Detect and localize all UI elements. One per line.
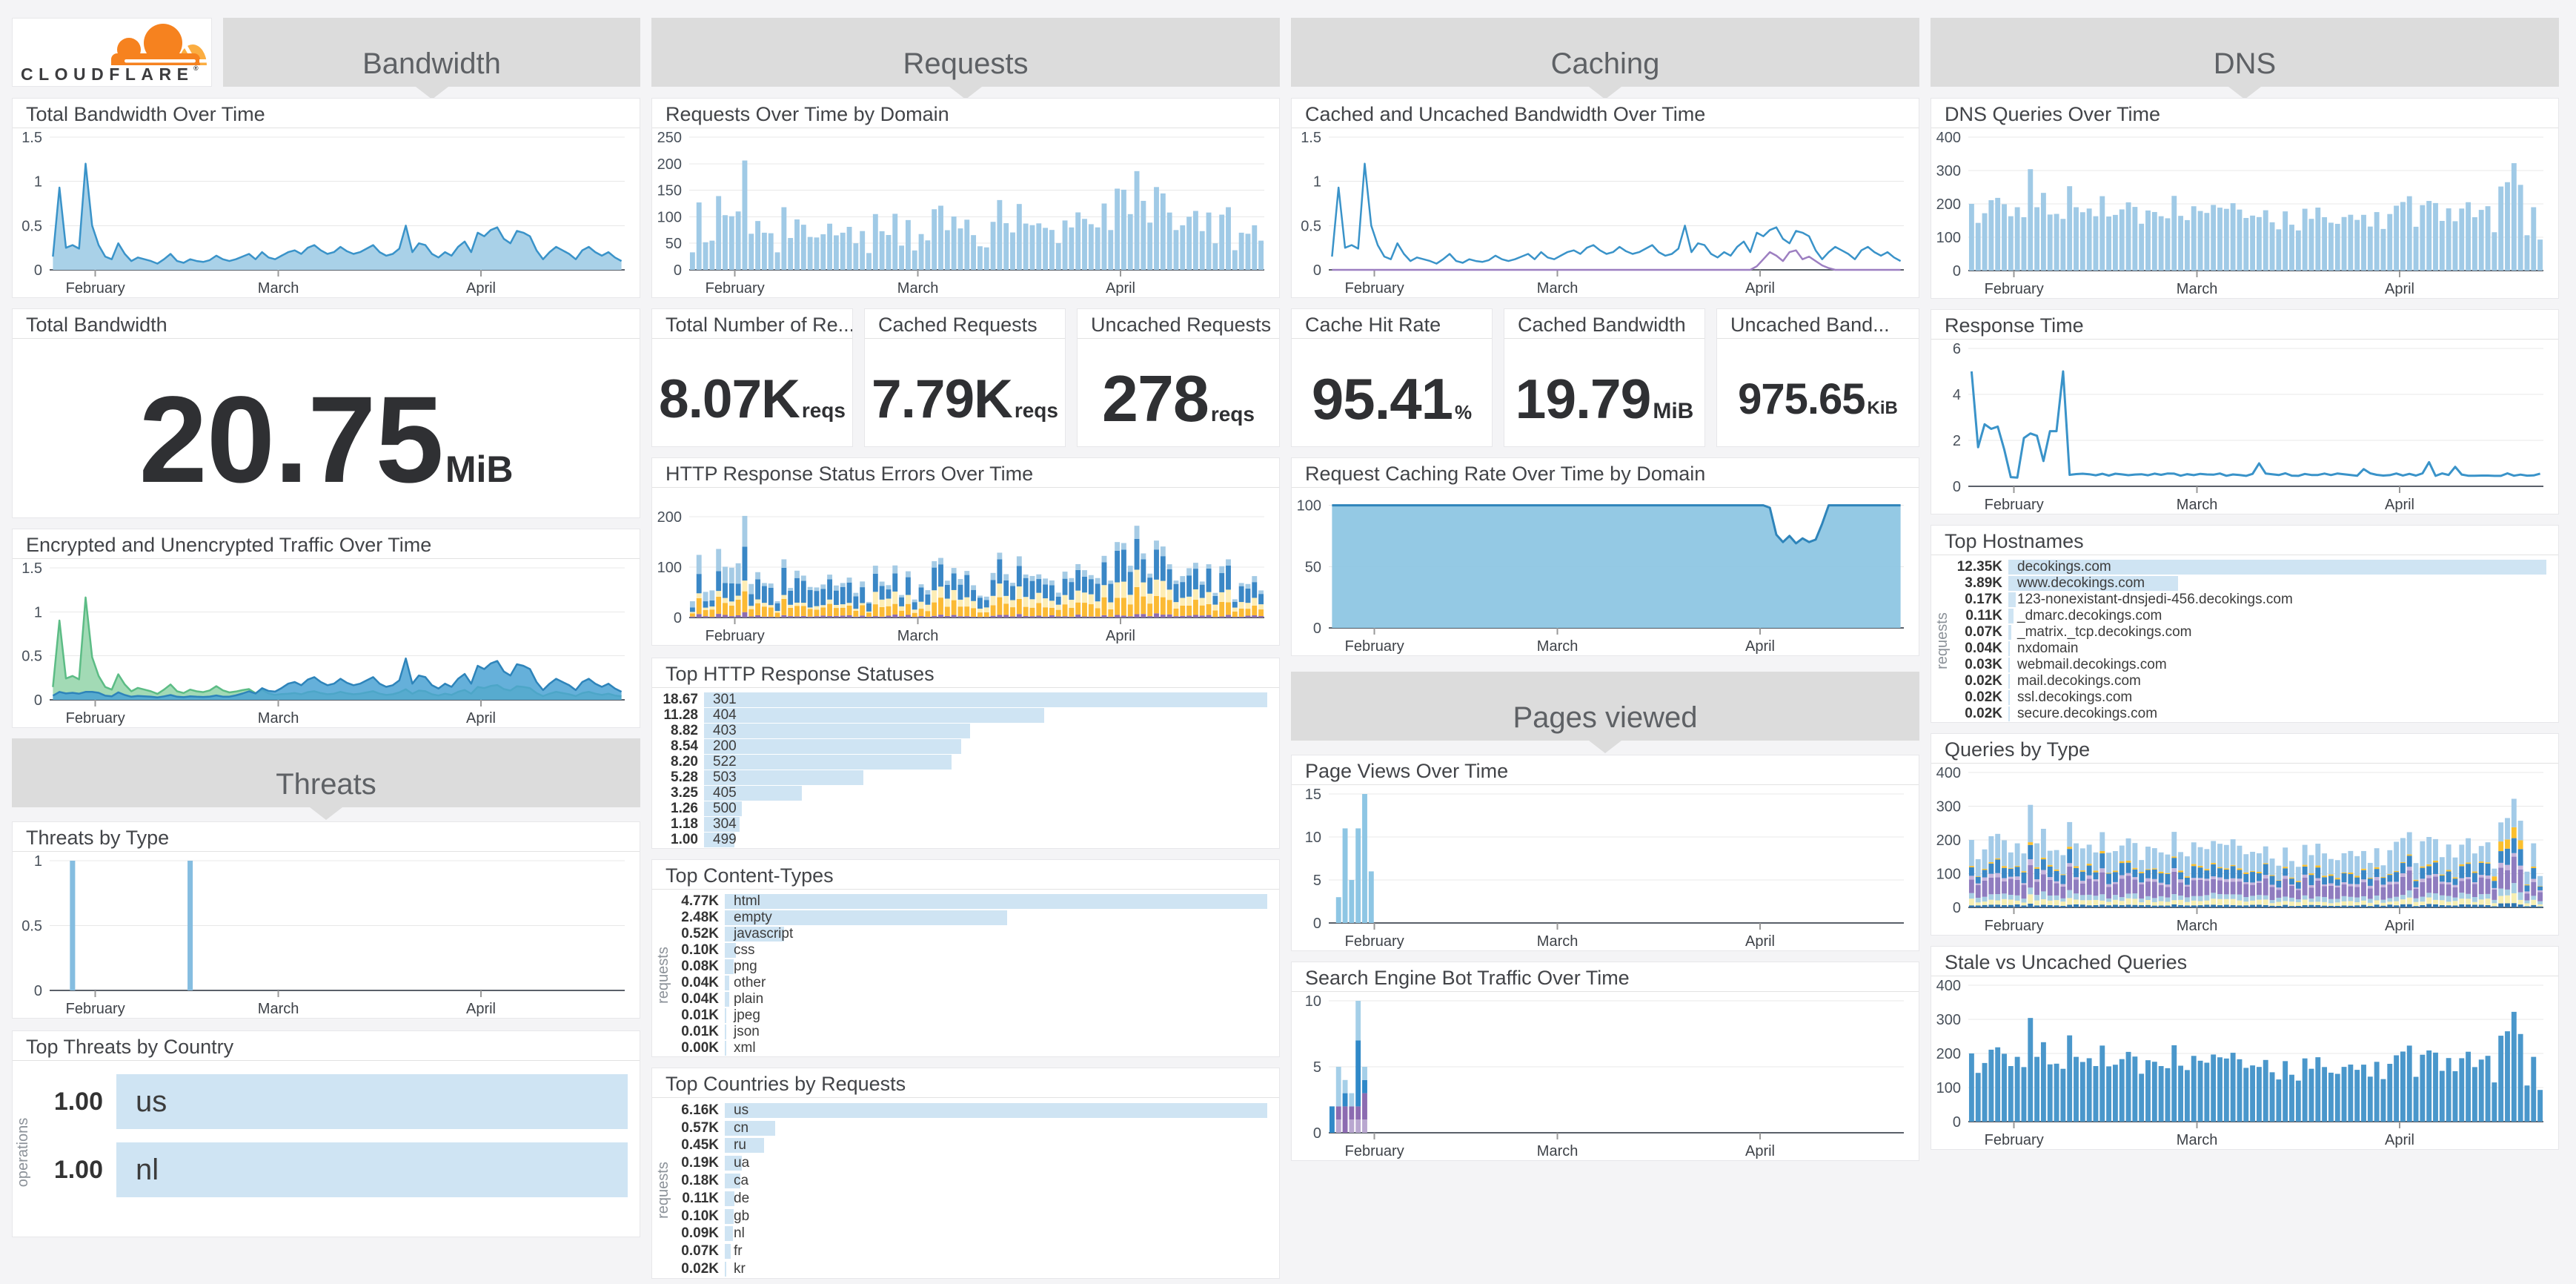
svg-text:6: 6 — [1953, 341, 1961, 357]
svg-text:0.5: 0.5 — [21, 218, 42, 234]
svg-text:0: 0 — [1953, 263, 1961, 279]
svg-text:March: March — [2177, 281, 2218, 297]
svg-text:50: 50 — [1305, 559, 1321, 575]
svg-text:400: 400 — [1936, 130, 1961, 146]
svg-text:March: March — [2177, 918, 2218, 934]
svg-text:April: April — [2385, 918, 2414, 934]
svg-text:100: 100 — [1297, 498, 1321, 514]
svg-text:150: 150 — [657, 183, 682, 199]
svg-text:0: 0 — [1313, 916, 1321, 932]
svg-text:100: 100 — [1936, 867, 1961, 883]
svg-text:300: 300 — [1936, 799, 1961, 815]
svg-text:February: February — [1345, 638, 1404, 655]
svg-text:10: 10 — [1305, 993, 1321, 1010]
svg-text:0: 0 — [1313, 262, 1321, 279]
svg-text:100: 100 — [1936, 230, 1961, 246]
svg-text:250: 250 — [657, 130, 682, 146]
svg-text:200: 200 — [657, 509, 682, 526]
svg-text:0: 0 — [674, 610, 682, 626]
svg-text:CLOUDFLARE: CLOUDFLARE — [21, 64, 193, 84]
svg-text:1: 1 — [34, 853, 42, 870]
svg-text:0.5: 0.5 — [1301, 218, 1321, 234]
svg-text:4: 4 — [1953, 387, 1961, 403]
svg-text:50: 50 — [665, 236, 682, 252]
svg-text:1: 1 — [1313, 174, 1321, 191]
svg-text:10: 10 — [1305, 830, 1321, 846]
svg-text:April: April — [1745, 933, 1775, 950]
svg-text:April: April — [1745, 638, 1775, 655]
svg-text:March: March — [1537, 638, 1579, 655]
svg-text:March: March — [258, 1001, 299, 1017]
svg-text:March: March — [1537, 280, 1579, 297]
svg-text:February: February — [66, 280, 125, 297]
svg-text:200: 200 — [1936, 196, 1961, 213]
svg-text:April: April — [466, 710, 496, 727]
svg-text:February: February — [706, 628, 765, 644]
svg-text:5: 5 — [1313, 1059, 1321, 1076]
svg-text:0: 0 — [1953, 479, 1961, 495]
svg-text:300: 300 — [1936, 163, 1961, 179]
svg-text:April: April — [2385, 281, 2414, 297]
svg-text:February: February — [1985, 281, 2044, 297]
svg-text:1.5: 1.5 — [21, 130, 42, 146]
svg-text:100: 100 — [657, 209, 682, 225]
svg-text:April: April — [1745, 280, 1775, 297]
svg-text:0: 0 — [1953, 1114, 1961, 1131]
svg-text:March: March — [258, 280, 299, 297]
svg-text:0: 0 — [674, 262, 682, 279]
svg-text:200: 200 — [1936, 1046, 1961, 1062]
svg-text:March: March — [258, 710, 299, 727]
svg-text:April: April — [466, 1001, 496, 1017]
svg-text:March: March — [1537, 933, 1579, 950]
svg-text:200: 200 — [657, 156, 682, 173]
svg-text:®: ® — [193, 64, 199, 72]
svg-text:April: April — [1745, 1143, 1775, 1159]
svg-text:April: April — [2385, 497, 2414, 513]
svg-text:400: 400 — [1936, 765, 1961, 781]
svg-text:February: February — [706, 280, 765, 297]
svg-text:February: February — [1985, 918, 2044, 934]
svg-text:April: April — [466, 280, 496, 297]
svg-text:February: February — [1985, 1132, 2044, 1148]
svg-text:February: February — [1345, 1143, 1404, 1159]
svg-text:March: March — [2177, 497, 2218, 513]
svg-text:1: 1 — [34, 174, 42, 191]
svg-text:February: February — [66, 1001, 125, 1017]
svg-text:200: 200 — [1936, 833, 1961, 849]
svg-text:2: 2 — [1953, 433, 1961, 449]
svg-text:5: 5 — [1313, 873, 1321, 889]
svg-text:0: 0 — [34, 692, 42, 709]
svg-text:0: 0 — [1313, 1125, 1321, 1142]
svg-text:0: 0 — [34, 983, 42, 999]
svg-text:1.5: 1.5 — [21, 560, 42, 577]
svg-text:0: 0 — [34, 262, 42, 279]
svg-text:400: 400 — [1936, 978, 1961, 994]
svg-text:100: 100 — [657, 560, 682, 576]
svg-text:February: February — [1345, 933, 1404, 950]
svg-text:300: 300 — [1936, 1012, 1961, 1028]
svg-text:0: 0 — [1953, 900, 1961, 916]
svg-text:1.5: 1.5 — [1301, 130, 1321, 146]
svg-text:April: April — [2385, 1132, 2414, 1148]
svg-text:0.5: 0.5 — [21, 649, 42, 665]
svg-text:March: March — [1537, 1143, 1579, 1159]
svg-text:April: April — [1106, 628, 1135, 644]
svg-text:100: 100 — [1936, 1080, 1961, 1096]
svg-text:0: 0 — [1313, 621, 1321, 637]
svg-text:March: March — [2177, 1132, 2218, 1148]
svg-text:0.5: 0.5 — [21, 919, 42, 935]
svg-text:February: February — [1985, 497, 2044, 513]
svg-text:February: February — [66, 710, 125, 727]
svg-text:15: 15 — [1305, 787, 1321, 803]
svg-text:February: February — [1345, 280, 1404, 297]
svg-text:April: April — [1106, 280, 1135, 297]
svg-text:1: 1 — [34, 604, 42, 621]
svg-text:March: March — [897, 280, 939, 297]
svg-text:March: March — [897, 628, 939, 644]
